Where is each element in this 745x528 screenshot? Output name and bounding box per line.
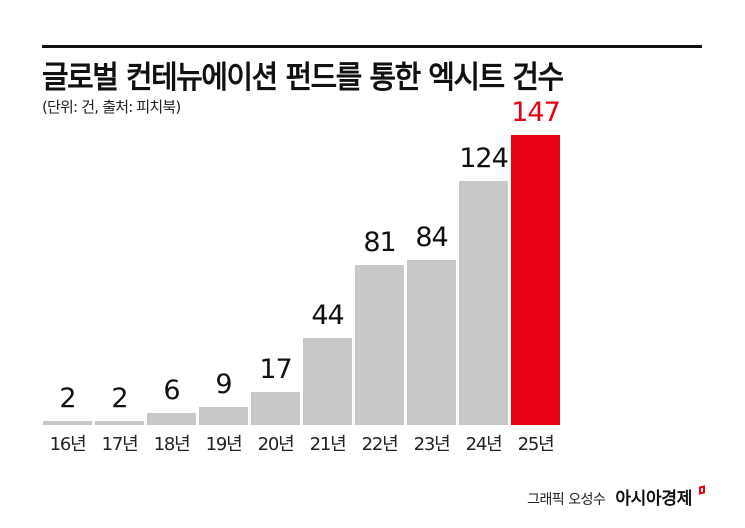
graphic-credit: 그래픽 오성수 [527, 492, 606, 508]
category-label: 16년 [49, 434, 87, 455]
bar-21년 [303, 338, 352, 425]
value-label: 84 [415, 221, 448, 253]
bar-23년 [407, 259, 456, 425]
brand-mark-icon [699, 485, 705, 495]
credit-line: 그래픽 오성수 아시아경제 [527, 484, 705, 509]
chart-title: 글로벌 컨테뉴에이션 펀드를 통한 엑시트 건수 [42, 60, 564, 96]
category-label: 22년 [361, 434, 399, 455]
category-label: 17년 [101, 434, 139, 455]
category-label: 21년 [309, 434, 347, 455]
value-label: 2 [111, 383, 128, 414]
brand-logo: 아시아경제 [615, 489, 693, 509]
value-label: 2 [59, 383, 76, 414]
value-label: 9 [215, 369, 232, 401]
value-label: 17 [259, 353, 292, 385]
value-label: 6 [163, 375, 180, 407]
value-label: 124 [459, 142, 509, 174]
category-label: 20년 [257, 434, 295, 455]
value-label: 44 [311, 300, 344, 332]
bar-24년 [459, 180, 508, 425]
bar-22년 [355, 265, 404, 425]
category-label: 18년 [153, 434, 191, 455]
bar-25년 [511, 135, 560, 425]
value-label: 147 [511, 97, 561, 129]
bar-20년 [251, 391, 300, 425]
bar-17년 [95, 421, 144, 425]
top-rule [42, 45, 702, 48]
category-label: 19년 [205, 434, 243, 455]
bar-16년 [43, 421, 92, 425]
bar-19년 [199, 407, 248, 425]
chart-subtitle: (단위: 건, 출처: 피치북) [42, 98, 181, 116]
category-label: 23년 [413, 434, 451, 455]
bar-18년 [147, 413, 196, 425]
category-label: 25년 [517, 434, 555, 455]
category-label: 24년 [465, 434, 503, 455]
value-label: 81 [363, 227, 396, 259]
